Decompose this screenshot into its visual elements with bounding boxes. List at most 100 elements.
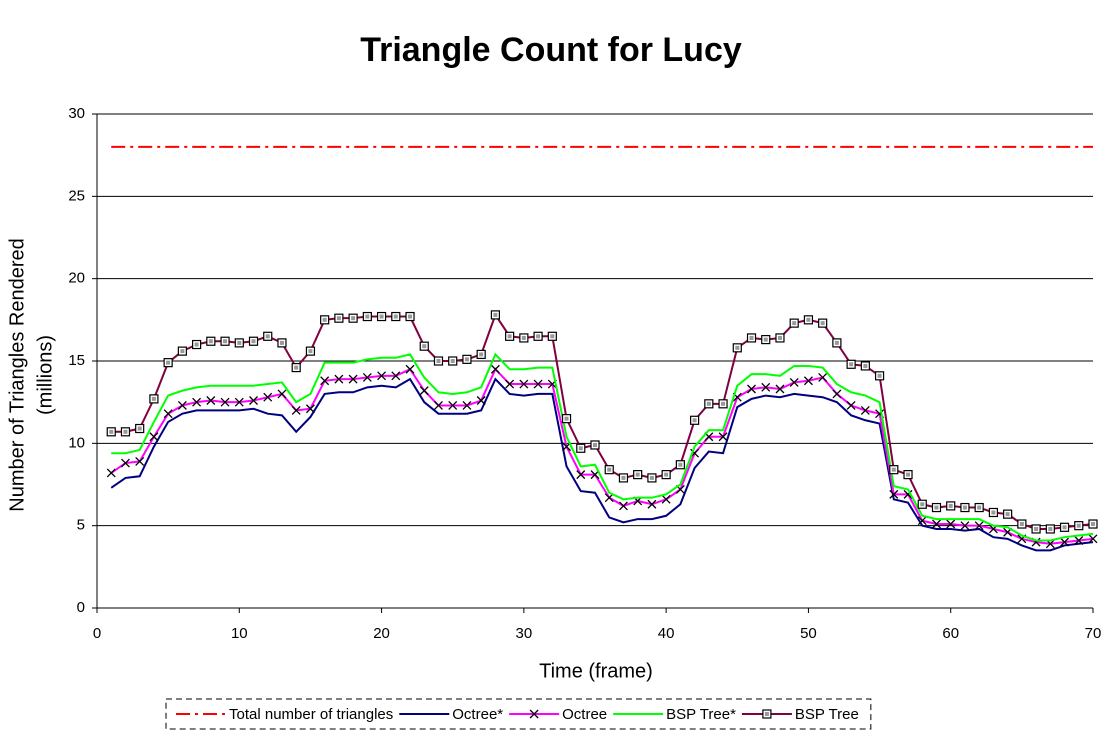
x-tick-label: 50 <box>800 625 817 642</box>
x-axis-title: Time (frame) <box>539 660 653 682</box>
marker <box>932 519 941 529</box>
marker <box>991 510 996 515</box>
marker <box>946 519 956 529</box>
marker <box>564 416 569 421</box>
marker <box>251 339 256 344</box>
marker <box>163 409 173 419</box>
series <box>106 310 1098 534</box>
marker <box>764 712 769 716</box>
marker <box>348 374 358 384</box>
marker <box>263 392 273 402</box>
y-tick-label: 0 <box>77 599 85 616</box>
chart-title: Triangle Count for Lucy <box>360 31 742 69</box>
marker <box>818 373 828 382</box>
marker <box>408 314 413 319</box>
marker <box>934 505 939 510</box>
marker <box>279 340 284 345</box>
x-tick-label: 70 <box>1085 625 1102 642</box>
marker <box>550 334 555 339</box>
marker <box>832 389 842 399</box>
marker <box>291 405 301 415</box>
marker <box>846 401 856 410</box>
marker <box>462 401 472 410</box>
marker <box>135 456 145 466</box>
marker <box>149 432 159 442</box>
marker <box>505 379 515 389</box>
legend-label: Octree* <box>452 706 503 723</box>
marker <box>223 339 228 344</box>
marker <box>775 384 785 394</box>
marker <box>1019 522 1024 527</box>
marker <box>277 389 287 399</box>
legend: Total number of triangles Octree* Octree BS… <box>165 698 872 730</box>
marker <box>962 505 967 510</box>
marker <box>849 362 854 367</box>
marker <box>391 371 401 381</box>
marker <box>529 709 539 719</box>
legend-label: Total number of triangles <box>229 706 393 723</box>
marker <box>533 379 543 389</box>
marker <box>536 334 541 339</box>
series <box>110 377 1094 552</box>
marker <box>1060 537 1069 547</box>
series-line <box>111 312 1094 530</box>
marker <box>1005 512 1010 517</box>
marker <box>977 505 982 510</box>
marker <box>889 489 899 499</box>
marker <box>208 339 213 344</box>
marker <box>678 462 683 467</box>
legend-label: Octree <box>562 706 607 723</box>
marker <box>405 364 415 374</box>
y-tick-label: 30 <box>68 105 85 122</box>
marker <box>519 379 529 389</box>
marker <box>320 376 330 386</box>
marker <box>906 472 911 477</box>
marker <box>578 446 583 451</box>
x-tick-label: 40 <box>658 625 675 642</box>
marker <box>1076 523 1081 528</box>
marker <box>920 502 925 507</box>
marker <box>661 494 671 504</box>
x-tick-label: 20 <box>373 625 390 642</box>
marker <box>777 335 782 340</box>
marker <box>180 349 185 354</box>
legend-box <box>165 698 872 730</box>
marker <box>365 314 370 319</box>
marker <box>721 401 726 406</box>
y-tick-label: 5 <box>77 517 85 534</box>
marker <box>106 468 116 478</box>
y-tick-label: 10 <box>68 434 85 451</box>
marker <box>351 316 356 321</box>
marker <box>789 377 799 387</box>
marker <box>177 401 187 410</box>
marker <box>237 340 242 345</box>
marker <box>593 442 597 447</box>
marker <box>249 396 258 405</box>
marker <box>1034 526 1039 531</box>
marker <box>393 314 398 319</box>
marker <box>974 521 984 531</box>
marker <box>891 467 896 472</box>
marker <box>1062 525 1067 530</box>
y-axis-title: Number of Triangles Rendered <box>6 238 28 511</box>
marker <box>521 335 526 340</box>
marker <box>206 396 216 405</box>
marker <box>448 401 458 410</box>
marker <box>834 340 839 345</box>
marker <box>621 475 626 480</box>
marker <box>1074 536 1084 545</box>
marker <box>1048 526 1053 531</box>
marker <box>747 384 756 394</box>
marker <box>863 363 868 368</box>
marker <box>761 382 771 392</box>
marker <box>322 317 327 322</box>
marker <box>434 401 443 410</box>
marker <box>806 317 811 322</box>
marker <box>109 429 114 434</box>
marker <box>820 321 825 326</box>
marker <box>336 316 341 321</box>
y-axis-title: (millions) <box>34 335 56 415</box>
marker <box>718 432 728 442</box>
marker <box>334 374 344 384</box>
